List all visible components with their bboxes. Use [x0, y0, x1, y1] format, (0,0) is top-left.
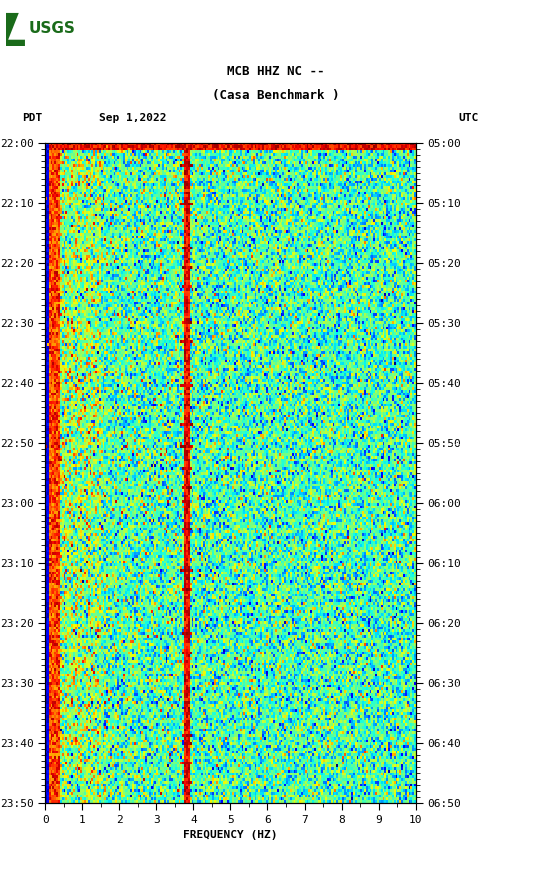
Text: (Casa Benchmark ): (Casa Benchmark ) [213, 89, 339, 102]
Text: Sep 1,2022: Sep 1,2022 [99, 112, 167, 123]
Text: UTC: UTC [458, 112, 479, 123]
X-axis label: FREQUENCY (HZ): FREQUENCY (HZ) [183, 830, 278, 840]
Polygon shape [6, 12, 25, 46]
Text: MCB HHZ NC --: MCB HHZ NC -- [227, 65, 325, 78]
Text: USGS: USGS [29, 21, 76, 37]
Text: PDT: PDT [22, 112, 43, 123]
